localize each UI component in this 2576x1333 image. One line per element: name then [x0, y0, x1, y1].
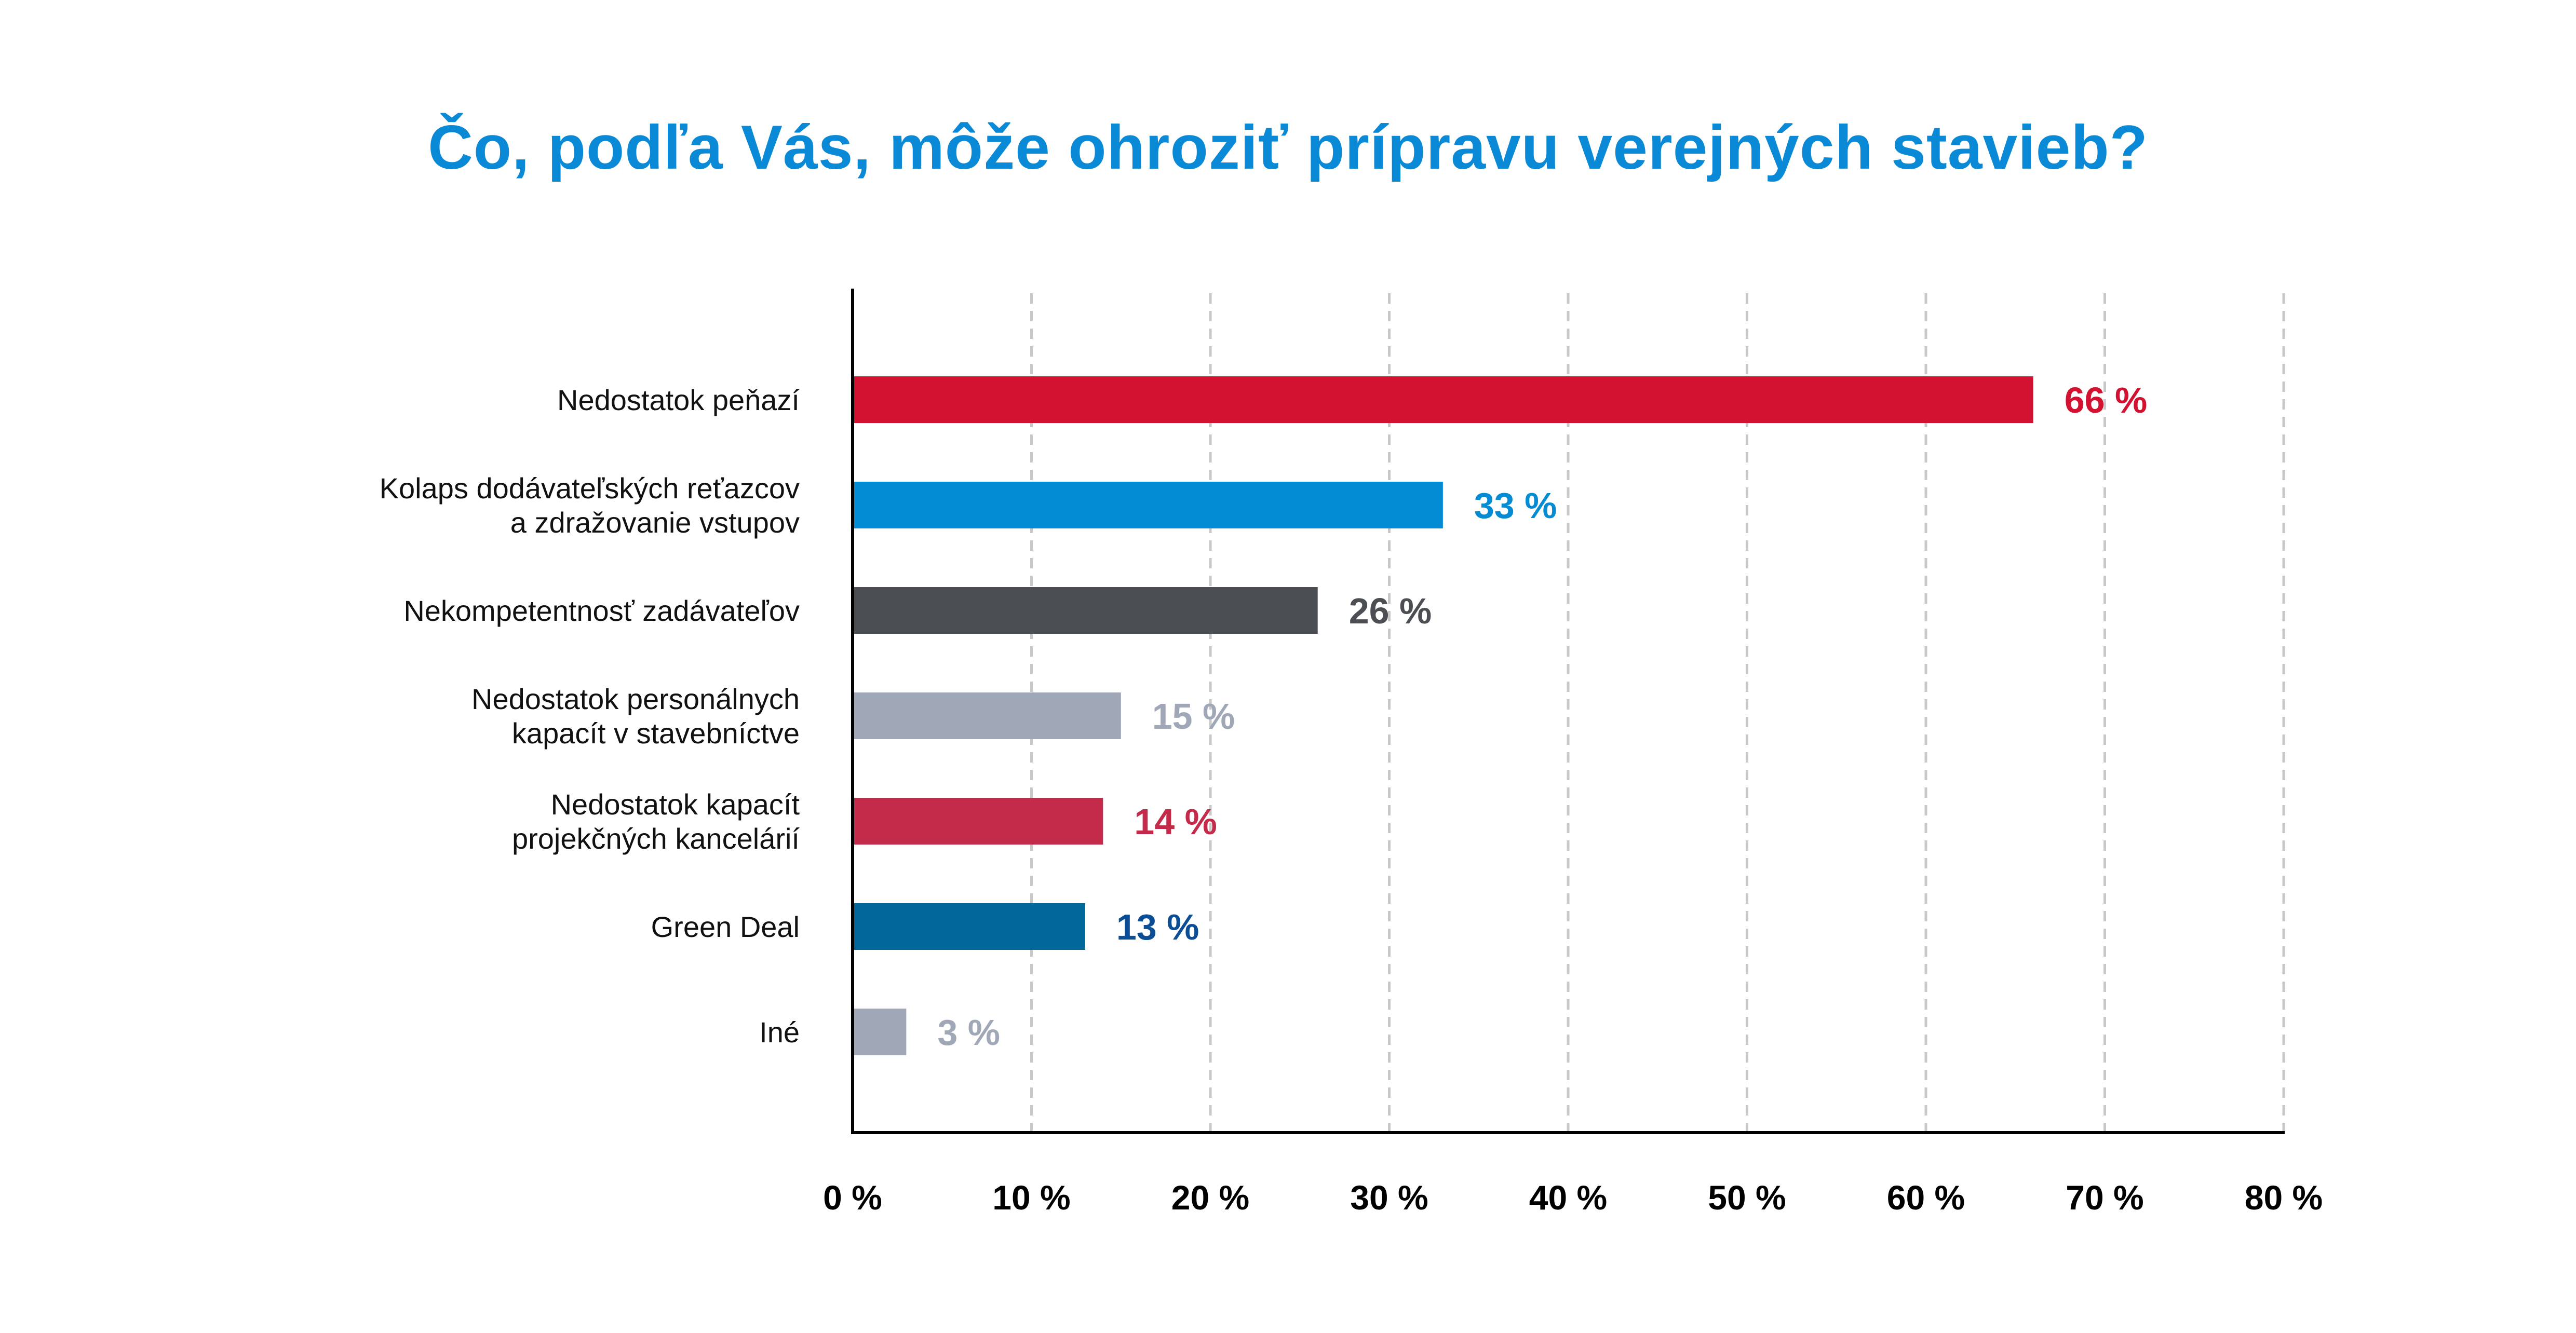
value-label: 33 %	[1474, 485, 1557, 526]
category-label-line: Kolaps dodávateľských reťazcov	[380, 472, 800, 505]
chart-title: Čo, podľa Vás, môže ohroziť prípravu ver…	[428, 113, 2148, 182]
gridlines	[1030, 293, 2285, 1132]
category-label-line: projekčných kancelárií	[512, 822, 800, 855]
x-tick-label: 30 %	[1350, 1178, 1428, 1217]
category-label-line: Nedostatok peňazí	[557, 384, 800, 416]
labels: 0 % 10 % 20 % 30 % 40 % 50 % 60 % 70 % 80 % 66 % N…	[380, 380, 2323, 1217]
bar	[853, 1009, 907, 1055]
value-label: 14 %	[1134, 801, 1217, 842]
category-label-line: a zdražovanie vstupov	[510, 506, 800, 539]
category-label: Iné	[759, 1016, 800, 1049]
x-tick-label: 80 %	[2245, 1178, 2323, 1217]
x-tick-label: 70 %	[2066, 1178, 2143, 1217]
category-label-line: Nekompetentnosť zadávateľov	[403, 594, 800, 627]
category-label: Nedostatok kapacít projekčných kancelárií	[512, 788, 800, 855]
x-tick-label: 10 %	[992, 1178, 1070, 1217]
bar	[853, 482, 1443, 528]
category-label: Nedostatok personálnych kapacít v stavebn…	[471, 683, 800, 750]
bar	[853, 376, 2033, 423]
x-tick-label: 60 %	[1887, 1178, 1965, 1217]
category-label-line: kapacít v stavebníctve	[512, 717, 800, 750]
x-tick-label: 40 %	[1529, 1178, 1607, 1217]
category-label: Nedostatok peňazí	[557, 384, 800, 416]
category-label: Nekompetentnosť zadávateľov	[403, 594, 800, 627]
value-label: 66 %	[2065, 380, 2148, 420]
bar	[853, 903, 1085, 950]
category-label-line: Nedostatok personálnych	[471, 683, 800, 715]
axes	[851, 289, 2285, 1134]
category-label-line: Green Deal	[651, 910, 800, 943]
value-label: 3 %	[937, 1012, 1000, 1053]
x-tick-label: 0 %	[823, 1178, 882, 1217]
x-tick-label: 50 %	[1708, 1178, 1786, 1217]
bar	[853, 798, 1103, 845]
bar	[853, 587, 1318, 634]
category-label: Green Deal	[651, 910, 800, 943]
value-label: 15 %	[1152, 696, 1235, 737]
bars	[853, 376, 2033, 1055]
value-label: 13 %	[1116, 907, 1199, 947]
value-label: 26 %	[1349, 591, 1432, 631]
x-tick-label: 20 %	[1171, 1178, 1249, 1217]
category-label-line: Nedostatok kapacít	[551, 788, 800, 821]
bar	[853, 692, 1121, 739]
category-label: Kolaps dodávateľských reťazcov a zdražova…	[380, 472, 800, 539]
category-label-line: Iné	[759, 1016, 800, 1049]
